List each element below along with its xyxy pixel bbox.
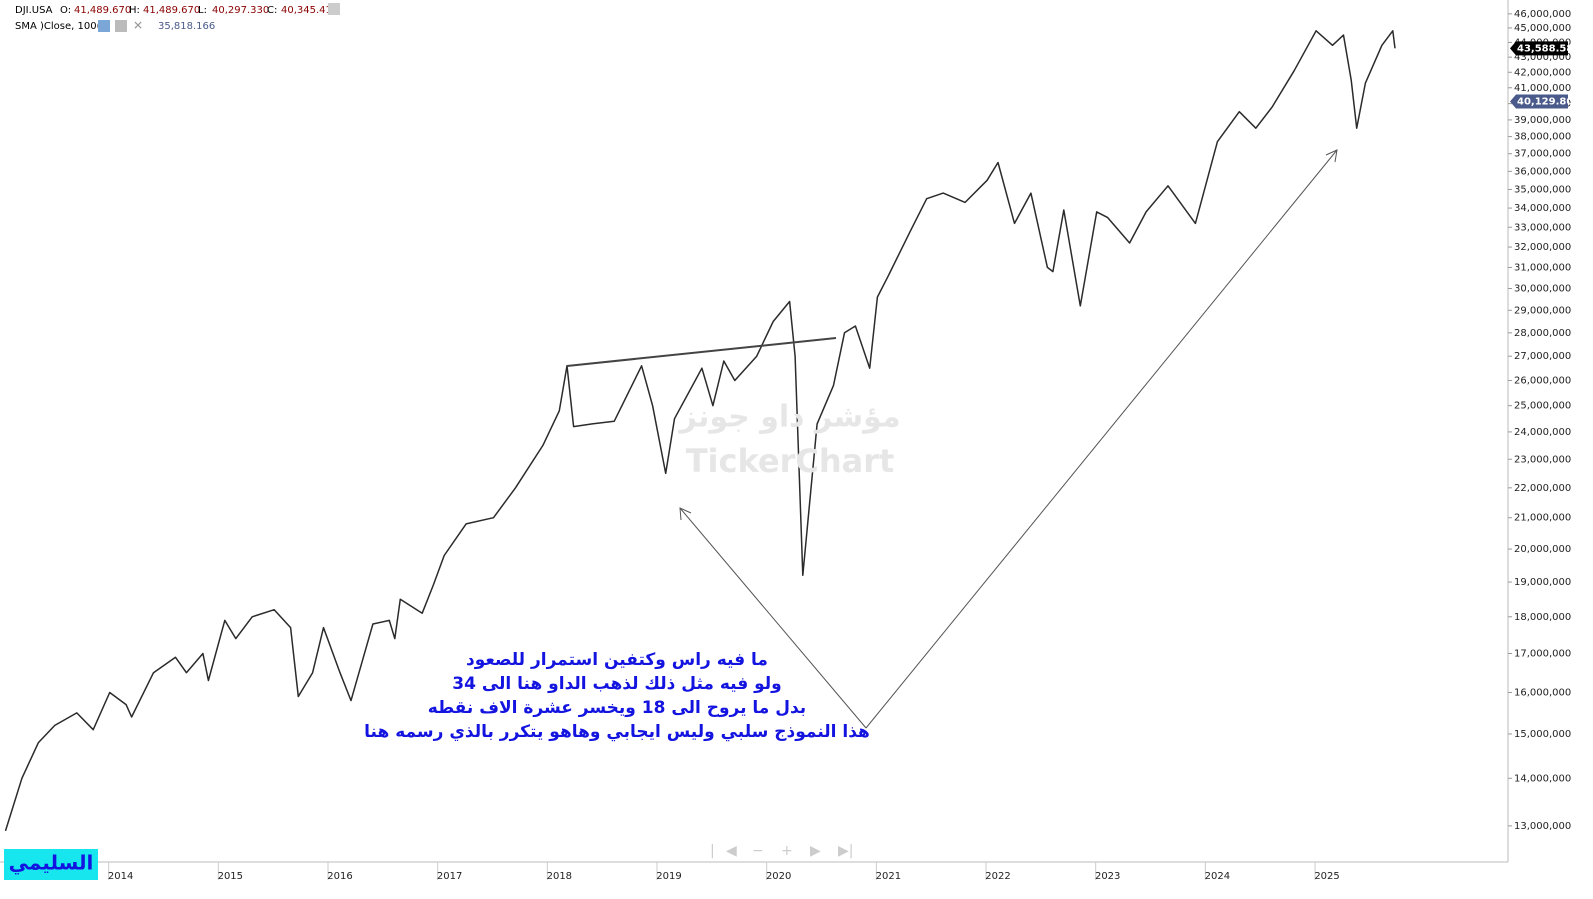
plot-area [4,30,1396,832]
y-tick-label: 15,000,000 [1514,729,1571,740]
nav-button[interactable]: + [781,843,793,859]
visibility-button[interactable] [98,20,110,32]
price-line [4,30,1396,832]
y-tick-label: 30,000,000 [1514,284,1571,295]
y-tick-label: 29,000,000 [1514,305,1571,316]
y-tick-label: 17,000,000 [1514,649,1571,660]
indicator-name: SMA )Close, 100( [15,21,101,32]
nav-button[interactable]: − [752,843,764,859]
y-tick-label: 18,000,000 [1514,612,1571,623]
ohlc-label: L: [198,5,207,16]
y-tick-label: 21,000,000 [1514,513,1571,524]
navigation-bar: | ◀ − + ▶ ▶| [710,843,853,859]
x-tick-label: 2020 [766,871,791,882]
x-tick-label: 2018 [547,871,572,882]
x-tick-label: 2016 [327,871,352,882]
y-tick-label: 23,000,000 [1514,454,1571,465]
y-tick-label: 24,000,000 [1514,427,1571,438]
author-box [4,849,98,880]
nav-button[interactable]: ▶ [810,843,821,859]
menu-button[interactable] [328,3,340,15]
y-tick-label: 32,000,000 [1514,242,1571,253]
price-tag [1510,41,1568,56]
y-tick-label: 38,000,000 [1514,132,1571,143]
x-tick-label: 2017 [437,871,462,882]
y-tick-label: 37,000,000 [1514,149,1571,160]
price-tag-label: 43,588.580 [1517,43,1580,54]
y-tick-label: 19,000,000 [1514,577,1571,588]
x-tick-label: 2019 [656,871,681,882]
price-tag [1510,94,1568,109]
y-tick-label: 26,000,000 [1514,375,1571,386]
nav-button[interactable]: | [710,843,715,859]
annotation-line: هذا النموذج سلبي وليس ايجابي وهاهو يتكرر… [364,722,870,742]
ohlc-label: O: [60,5,71,16]
nav-button[interactable]: ▶| [838,843,853,859]
watermark: مؤشر داو جونز [677,400,900,435]
y-tick-label: 33,000,000 [1514,222,1571,233]
y-tick-label: 14,000,000 [1514,773,1571,784]
watermark: TickerChart [686,442,895,480]
y-tick-label: 16,000,000 [1514,687,1571,698]
x-tick-label: 2024 [1205,871,1230,882]
author: السليمي [9,851,94,876]
y-tick-label: 43,000,000 [1514,52,1571,63]
x-tick-label: 2025 [1314,871,1339,882]
y-tick-label: 25,000,000 [1514,401,1571,412]
annotation-line: ما فيه راس وكتفين استمرار للصعود [466,650,768,670]
x-tick-label: 2021 [876,871,901,882]
y-tick-label: 27,000,000 [1514,351,1571,362]
y-tick-label: 28,000,000 [1514,328,1571,339]
y-tick-label: 35,000,000 [1514,184,1571,195]
y-tick-label: 46,000,000 [1514,9,1571,20]
x-tick-label: 2023 [1095,871,1120,882]
y-tick-label: 31,000,000 [1514,262,1571,273]
price-tag-label: 40,129.807 [1517,97,1580,108]
symbol: DJI.USA [15,5,53,16]
annotation-line: بدل ما يروح الى 18 ويخسر عشرة الاف نقطه [428,698,806,718]
ohlc-label: C: [267,5,277,16]
x-tick-label: 2015 [218,871,243,882]
y-tick-label: 13,000,000 [1514,821,1571,832]
close-button[interactable]: ✕ [133,19,143,33]
indicator-value: 35,818.166 [158,21,215,32]
y-tick-label: 39,000,000 [1514,115,1571,126]
ohlc-value: 41,489.670 [74,5,131,16]
y-tick-label: 36,000,000 [1514,166,1571,177]
y-tick-label: 41,000,000 [1514,83,1571,94]
ohlc-value: 40,345.410 [281,5,338,16]
y-tick-label: 34,000,000 [1514,203,1571,214]
x-tick-label: 2014 [108,871,133,882]
y-tick-label: 22,000,000 [1514,483,1571,494]
ohlc-value: 41,489.670 [143,5,200,16]
trend-line [566,337,837,367]
y-tick-label: 20,000,000 [1514,544,1571,555]
y-tick-label: 45,000,000 [1514,23,1571,34]
arrows [679,149,1338,729]
annotation-line: ولو فيه مثل ذلك لذهب الداو هنا الى 34 [452,674,782,694]
x-tick-label: 2022 [985,871,1010,882]
ohlc-value: 40,297.330 [212,5,269,16]
ohlc-label: H: [129,5,140,16]
settings-button[interactable] [115,20,127,32]
y-tick-label: 42,000,000 [1514,67,1571,78]
annotation: ما فيه راس وكتفين استمرار للصعود ولو فيه… [364,650,870,742]
nav-button[interactable]: ◀ [726,843,737,859]
